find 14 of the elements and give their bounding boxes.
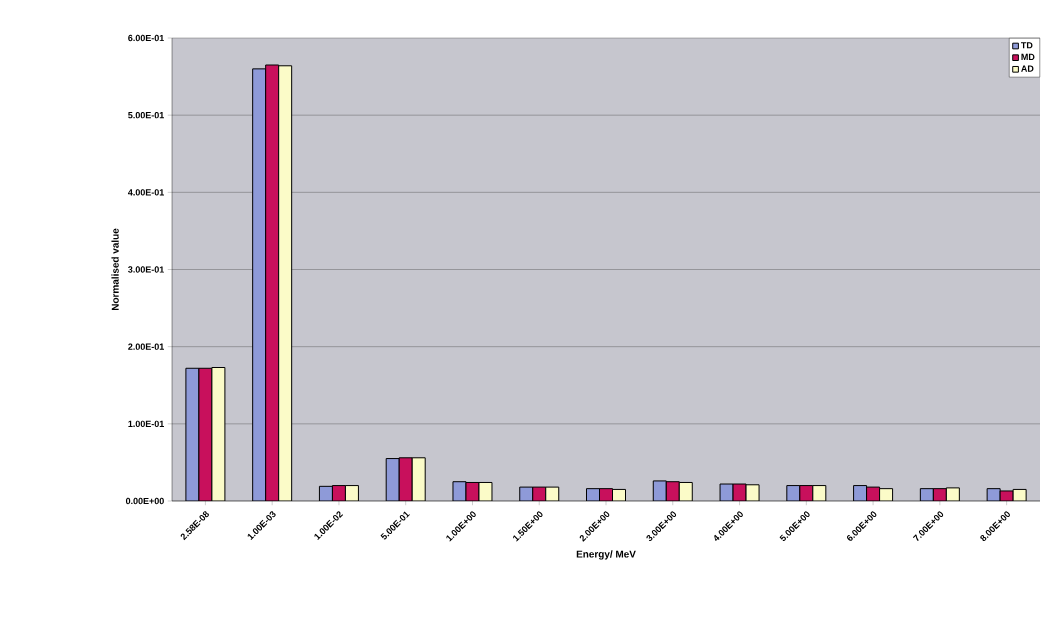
legend-label: TD	[1020, 42, 1033, 49]
legend-label: AD	[1021, 65, 1034, 72]
y-tick-label: 6.00E-01	[128, 34, 164, 42]
y-tick-label: 3.00E-01	[128, 266, 164, 273]
x-axis-title: Energy/ MeV	[576, 550, 636, 560]
y-axis-title: Normalised value	[111, 228, 119, 311]
y-tick-label: 4.00E-01	[127, 189, 164, 196]
y-tick-label: 0.00E+00	[125, 497, 164, 505]
y-tick-label: 2.00E-01	[128, 343, 164, 350]
legend-label: MD	[1021, 53, 1035, 60]
bar	[398, 457, 413, 501]
y-tick-label: 1.00E-01	[128, 420, 164, 428]
bar	[265, 64, 280, 501]
y-tick-label: 5.00E-01	[128, 111, 164, 119]
